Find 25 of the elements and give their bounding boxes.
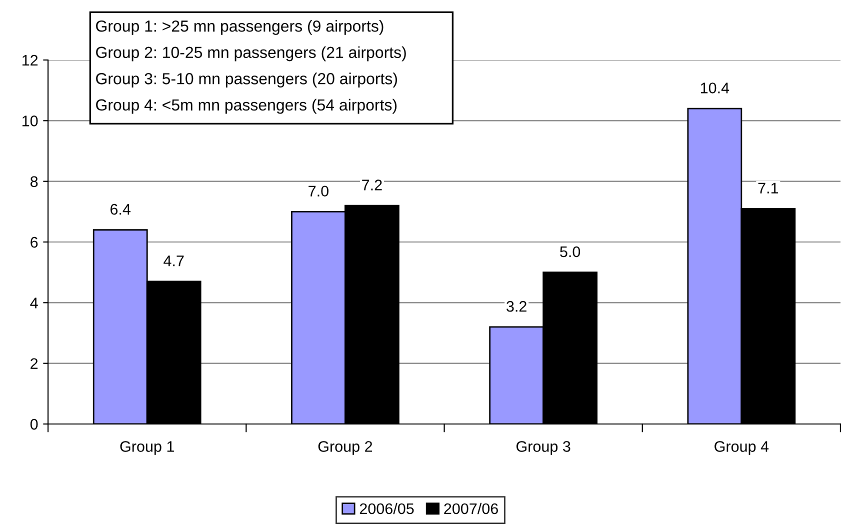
annotation: Group 4: <5m mn passengers (54 airports) [96,98,397,114]
data-label: 10.4 [700,82,730,94]
data-label: 7.0 [308,186,328,197]
y-tick-label: 6 [30,236,38,248]
y-tick-label: 8 [30,176,38,188]
legend-label: 2006/05 [360,502,414,514]
legend-label: 2007/06 [444,502,498,514]
data-label: 5.0 [560,246,580,258]
y-tick-label: 2 [30,358,38,369]
x-tick-label: Group 4 [714,441,769,455]
y-tick-label: 10 [22,116,38,126]
data-label: 7.2 [362,180,382,190]
annotation: Group 3: 5-10 mn passengers (20 airports) [96,72,397,88]
data-label: 6.4 [110,204,131,215]
x-tick-label: Group 3 [516,441,570,455]
data-label: 4.7 [164,256,184,266]
y-tick-label: 0 [30,418,38,430]
data-label: 7.1 [758,182,778,194]
y-tick-label: 4 [30,298,38,308]
x-tick-label: Group 1 [120,441,174,455]
data-label: 3.2 [506,300,526,312]
y-tick-label: 12 [22,54,38,66]
x-tick-label: Group 2 [318,441,372,455]
text: Group 1: >25 mn passengers (9 airports) [96,20,384,35]
annotation: Group 2: 10-25 mn passengers (21 airports) [96,46,406,62]
